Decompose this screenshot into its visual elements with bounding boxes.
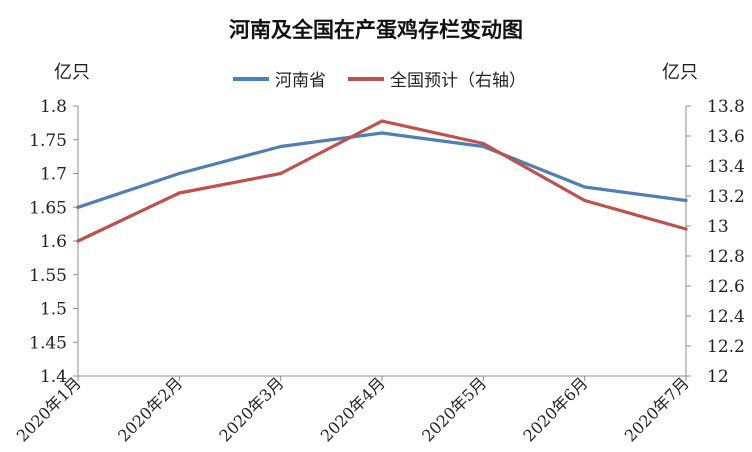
data-point-national bbox=[481, 141, 485, 146]
data-point-national bbox=[684, 227, 688, 231]
data-point-national bbox=[76, 239, 80, 243]
data-point-henan bbox=[380, 131, 384, 135]
legend-item-henan: 河南省 bbox=[233, 66, 326, 91]
data-point-henan bbox=[684, 198, 688, 203]
y-left-tick-label: 1.45 bbox=[29, 333, 67, 353]
legend-label-henan: 河南省 bbox=[275, 71, 326, 91]
y-right-tick-label: 13 bbox=[707, 217, 729, 237]
x-tick-label: 2020年4月 bbox=[317, 373, 389, 445]
legend-item-national: 全国预计（右轴） bbox=[348, 66, 526, 91]
data-point-henan bbox=[583, 185, 587, 189]
y-right-tick-label: 13.8 bbox=[707, 97, 745, 117]
y-left-tick-label: 1.4 bbox=[40, 367, 67, 387]
x-tick-label: 2020年7月 bbox=[621, 373, 693, 445]
y-right-tick-label: 12.8 bbox=[707, 247, 745, 267]
left-axis-unit: 亿只 bbox=[54, 62, 90, 83]
y-left-tick-label: 1.65 bbox=[29, 198, 67, 218]
chart-title: 河南及全国在产蛋鸡存栏变动图 bbox=[229, 17, 523, 42]
data-point-henan bbox=[76, 205, 80, 209]
y-left-tick-label: 1.75 bbox=[29, 131, 67, 151]
y-left-tick-label: 1.6 bbox=[40, 232, 67, 252]
legend-swatch-national bbox=[348, 76, 384, 81]
y-right-tick-label: 13.6 bbox=[707, 127, 745, 147]
x-tick-label: 2020年6月 bbox=[519, 373, 591, 445]
legend-label-national: 全国预计（右轴） bbox=[390, 71, 526, 91]
y-right-tick-label: 12.6 bbox=[707, 277, 745, 297]
series-line-national bbox=[76, 119, 688, 243]
y-right-tick-label: 13.2 bbox=[707, 187, 745, 207]
y-right-tick-label: 12.2 bbox=[707, 337, 745, 357]
y-right-tick-label: 12 bbox=[707, 367, 729, 387]
data-point-henan bbox=[279, 144, 283, 149]
data-point-national bbox=[177, 191, 181, 195]
y-right-tick-label: 12.4 bbox=[707, 307, 745, 327]
legend: 河南省 全国预计（右轴） bbox=[233, 66, 548, 91]
y-left-tick-label: 1.55 bbox=[29, 266, 67, 286]
data-point-national bbox=[583, 198, 587, 203]
x-tick-label: 2020年5月 bbox=[418, 373, 490, 445]
y-right-tick-label: 13.4 bbox=[707, 157, 745, 177]
data-point-national bbox=[279, 171, 283, 176]
data-point-national bbox=[380, 119, 384, 123]
legend-swatch-henan bbox=[233, 76, 269, 81]
y-left-tick-label: 1.5 bbox=[40, 300, 67, 320]
y-left-tick-label: 1.7 bbox=[40, 165, 67, 185]
y-left-tick-label: 1.8 bbox=[40, 97, 67, 117]
data-point-henan bbox=[177, 171, 181, 176]
x-tick-label: 2020年3月 bbox=[215, 373, 287, 445]
right-axis-unit: 亿只 bbox=[662, 62, 698, 83]
x-tick-label: 2020年2月 bbox=[114, 373, 186, 445]
